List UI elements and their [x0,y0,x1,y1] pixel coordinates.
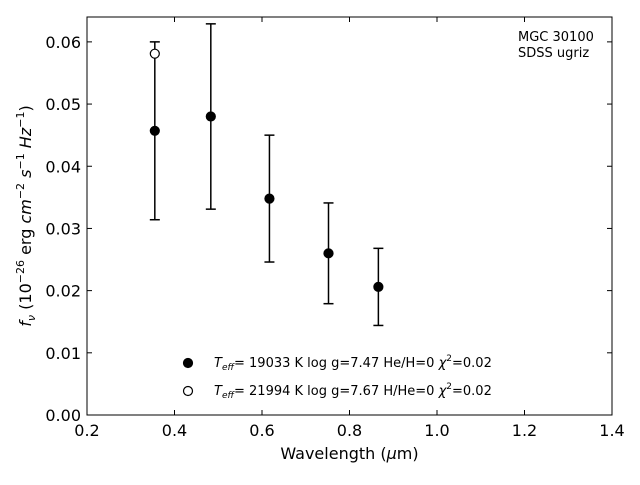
x-axis-label: Wavelength (μm) [280,444,418,463]
data-point-filled-3 [323,248,334,259]
x-tick-label-0: 0.2 [74,421,99,440]
data-point-filled-1 [205,111,216,122]
annotation-survey-name: SDSS ugriz [518,46,589,61]
data-point-open-0 [149,48,160,59]
x-axis-label-mu: μ [386,444,397,463]
legend: Teff= 19033 K log g=7.47 He/H=0 χ2=0.02 … [182,354,492,401]
annotation-object-name: MGC 30100 [518,30,594,45]
legend-entry-2: Teff= 21994 K log g=7.67 H/He=0 χ2=0.02 [214,382,492,401]
x-tick-label-2: 0.6 [249,421,274,440]
y-tick-label-5: 0.05 [45,95,81,114]
x-tick-label-4: 1.0 [424,421,449,440]
x-tick-label-3: 0.8 [337,421,362,440]
x-tick-label-6: 1.4 [599,421,624,440]
y-tick-label-4: 0.04 [45,157,81,176]
legend-entry-1: Teff= 19033 K log g=7.47 He/H=0 χ2=0.02 [214,354,492,373]
y-tick-label-1: 0.01 [45,344,81,363]
y-axis-ticks: 0.00 0.01 0.02 0.03 0.04 0.05 0.06 [45,33,612,425]
data-markers [149,23,384,327]
y-tick-label-3: 0.03 [45,219,81,238]
plot-area [86,16,613,416]
y-tick-label-0: 0.00 [45,406,81,425]
y-tick-label-6: 0.06 [45,33,81,52]
y-tick-label-2: 0.02 [45,282,81,301]
legend-marker-open [182,385,194,397]
data-point-filled-4 [373,281,384,292]
y-axis-label: fν (10−26 erg cm−2 s−1 Hz−1) [14,105,38,326]
x-tick-label-5: 1.2 [512,421,537,440]
x-axis-ticks: 0.2 0.4 0.6 0.8 1.0 1.2 1.4 [74,17,625,440]
x-tick-label-1: 0.4 [162,421,187,440]
legend-marker-filled [182,357,194,369]
data-point-filled-0 [149,125,160,136]
data-point-filled-2 [264,193,275,204]
